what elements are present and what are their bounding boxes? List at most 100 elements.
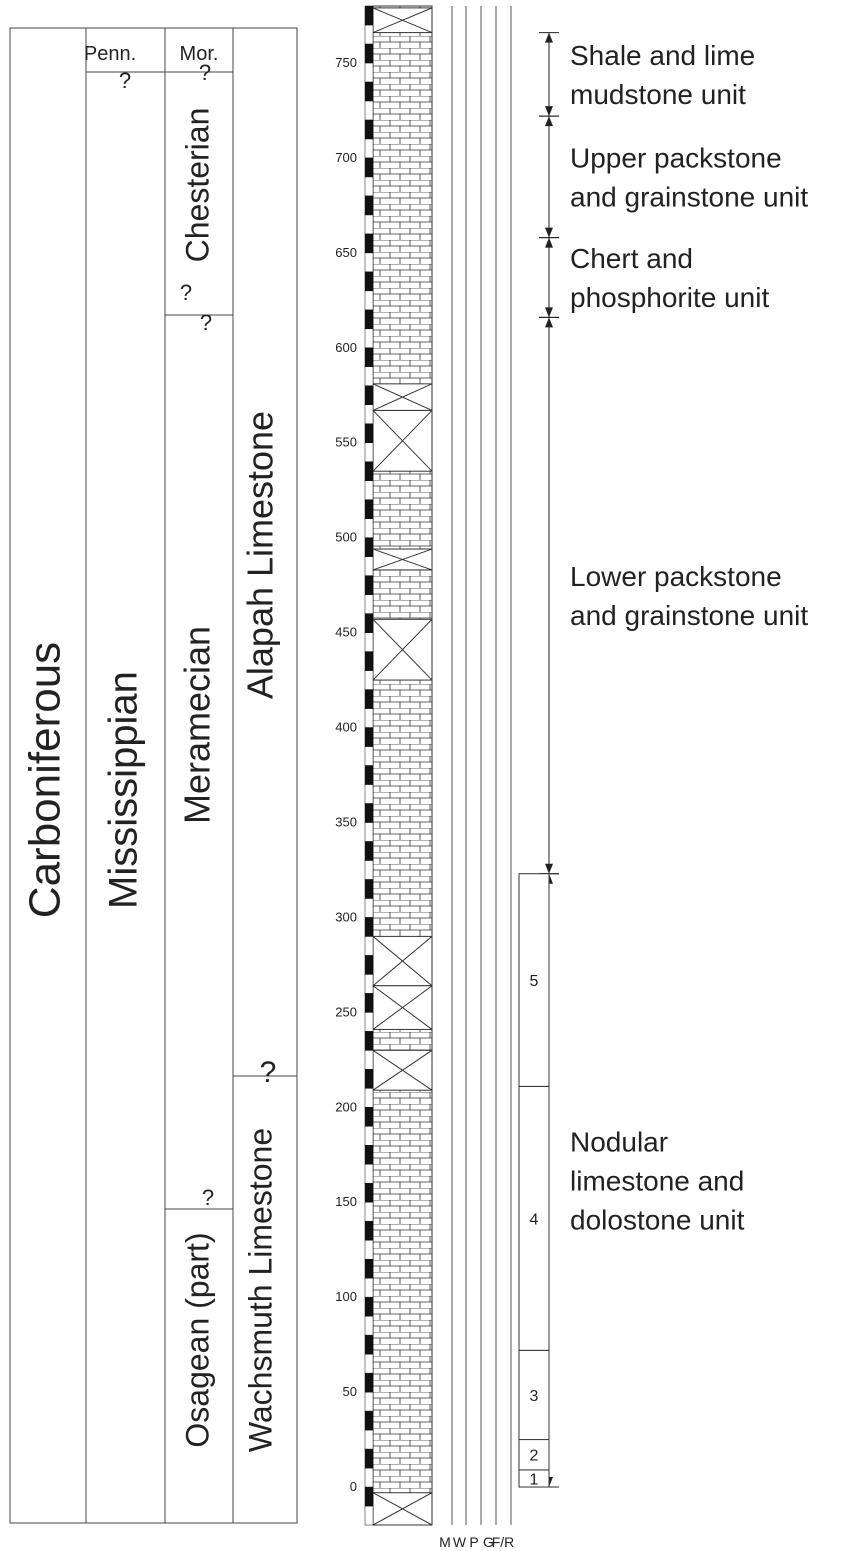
scale-bar-segment [365,386,373,405]
scale-bar-segment [365,595,373,614]
page: Carboniferous Penn. Mississippian Mor. C… [0,0,867,1551]
y-tick-label: 150 [335,1194,357,1209]
scale-bar-segment [365,652,373,671]
scale-bar-segment [365,196,373,215]
scale-bar-segment [365,841,373,860]
scale-bar-segment [365,728,373,747]
stage-label: Chesterian [179,108,215,263]
scale-bar-segment [365,1278,373,1297]
arrowhead [545,317,553,327]
scale-bar-segment [365,139,373,158]
scale-bar-segment [365,898,373,917]
arrowhead [545,116,553,126]
subunit-label: 3 [530,1388,539,1405]
arrowhead [545,106,553,116]
formation-label: Alapah Limestone [240,411,281,699]
y-tick-label: 100 [335,1289,357,1304]
scale-bar-segment [365,1468,373,1487]
subunit-label: 4 [530,1211,539,1228]
scale-bar-segment [365,1392,373,1411]
scale-bar-segment [365,671,373,690]
scale-bar-segment [365,500,373,519]
unit-label: mudstone unit [570,79,746,110]
y-tick-label: 300 [335,909,357,924]
scale-bar-segment [365,1430,373,1449]
scale-bar-segment [365,291,373,310]
y-tick-label: 500 [335,530,357,545]
question-mark: ? [199,60,211,85]
unit-label: Shale and lime [570,40,755,71]
scale-bar-segment [365,822,373,841]
arrowhead [545,307,553,317]
y-tick-label: 750 [335,55,357,70]
scale-bar-segment [365,101,373,120]
scale-bar-segment [365,1487,373,1506]
scale-bar-segment [365,614,373,633]
scale-bar-segment [365,177,373,196]
y-tick-label: 400 [335,720,357,735]
scale-bar-segment [365,310,373,329]
scale-bar-segment [365,1031,373,1050]
scale-bar-segment [365,1259,373,1278]
question-mark: ? [260,1056,277,1089]
scale-bar-segment [365,1240,373,1259]
y-tick-label: 0 [350,1479,357,1494]
scale-bar-segment [365,462,373,481]
scale-bar-segment [365,1316,373,1335]
scale-bar-segment [365,690,373,709]
scale-bar-segment [365,424,373,443]
scale-bar-segment [365,82,373,101]
scale-bar-segment [365,272,373,291]
scale-bar-segment [365,917,373,936]
scale-bar-segment [365,253,373,272]
texture-label: M [439,1534,451,1550]
scale-bar-segment [365,860,373,879]
scale-bar-segment [365,329,373,348]
y-tick-label: 50 [343,1384,357,1399]
stage-label: Meramecian [177,626,218,824]
scale-bar-segment [365,993,373,1012]
scale-bar-segment [365,1297,373,1316]
unit-label: phosphorite unit [570,282,769,313]
scale-bar-segment [365,1107,373,1126]
scale-bar-segment [365,1335,373,1354]
scale-bar-segment [365,405,373,424]
lithology-column [373,6,432,1525]
scale-bar-segment [365,1069,373,1088]
subunit-label: 2 [530,1448,539,1465]
scale-bar-segment [365,1012,373,1031]
scale-bar-segment [365,1050,373,1069]
system-label: Carboniferous [21,642,70,918]
scale-bar-segment [365,633,373,652]
y-tick-label: 450 [335,625,357,640]
question-mark: ? [202,1185,214,1210]
scale-bar-segment [365,215,373,234]
unit-label: Upper packstone [570,142,782,173]
scale-bar-segment [365,936,373,955]
texture-label: P [469,1534,478,1550]
unit-label: Lower packstone [570,561,782,592]
question-mark: ? [119,68,131,93]
scale-bar-segment [365,1221,373,1240]
scale-bar-segment [365,234,373,253]
scale-bar-segment [365,367,373,386]
unit-label: Nodular [570,1126,668,1157]
y-tick-label: 550 [335,435,357,450]
y-tick-label: 350 [335,814,357,829]
y-tick-label: 650 [335,245,357,260]
series-label: Penn. [84,43,136,65]
y-tick-label: 700 [335,150,357,165]
scale-bar-segment [365,766,373,785]
unit-label: limestone and [570,1165,744,1196]
scale-bar-segment [365,519,373,538]
scale-bar-segment [365,1164,373,1183]
scale-bar-segment [365,1506,373,1525]
y-tick-label: 600 [335,340,357,355]
scale-bar-segment [365,955,373,974]
scale-bar-segment [365,1411,373,1430]
subunit-label: 1 [530,1471,539,1488]
scale-bar-segment [365,747,373,766]
scale-bar-segment [365,784,373,803]
scale-bar-segment [365,6,373,25]
scale-bar-segment [365,1354,373,1373]
